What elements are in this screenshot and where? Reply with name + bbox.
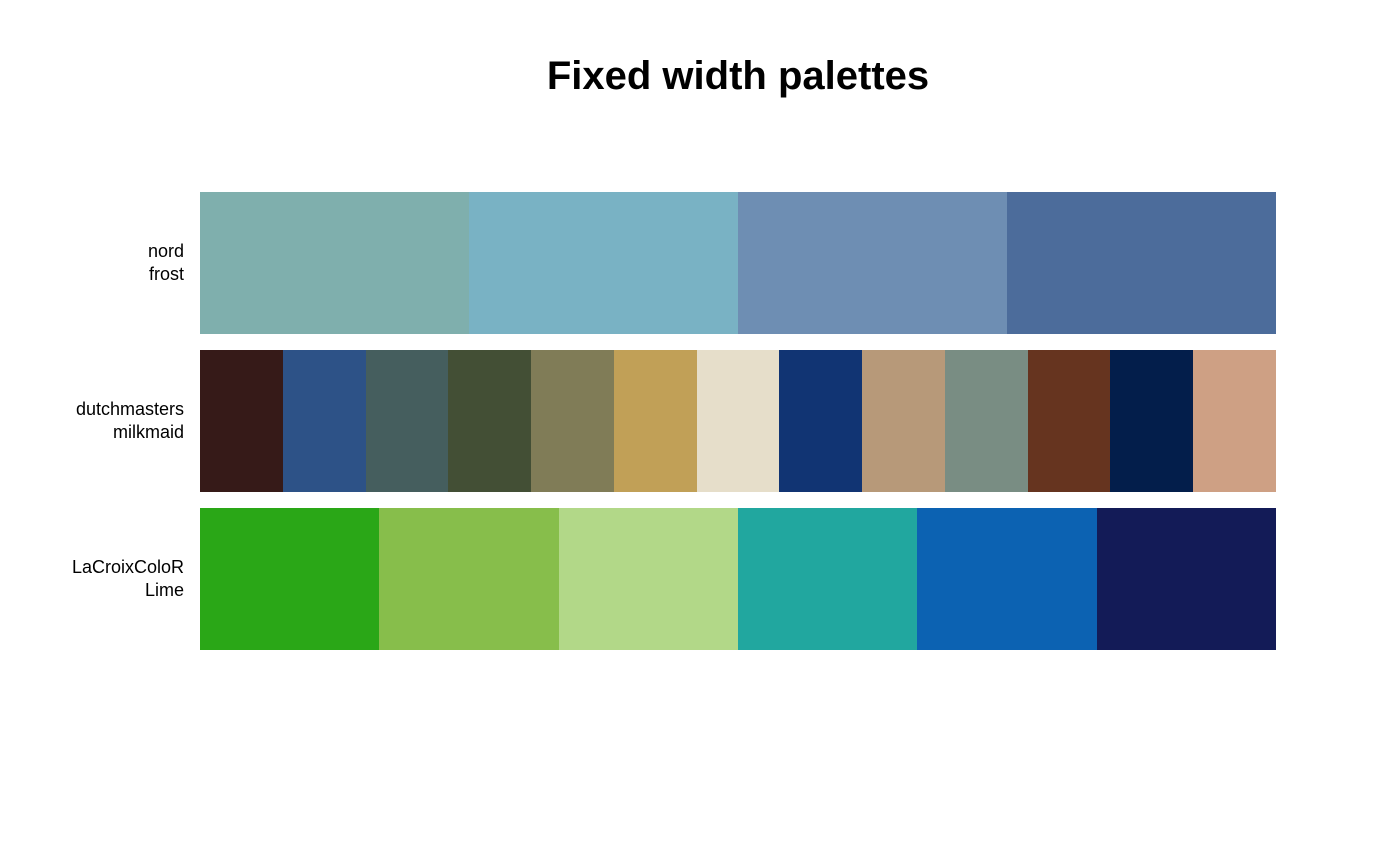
color-swatch (469, 192, 738, 334)
palette-package-label: LaCroixColoR (71, 557, 184, 577)
color-swatch (944, 350, 1028, 492)
color-swatch (200, 192, 469, 334)
palette-package-label: dutchmasters (75, 399, 184, 419)
color-swatch (1110, 350, 1194, 492)
palette-name-label: frost (148, 264, 184, 284)
palette-row (200, 350, 1276, 492)
color-swatch (558, 508, 738, 650)
palette-label: nord frost (0, 240, 184, 286)
color-swatch (613, 350, 697, 492)
color-swatch (917, 508, 1097, 650)
color-swatch (738, 192, 1007, 334)
color-swatch (1096, 508, 1276, 650)
palette-label: LaCroixColoR Lime (0, 556, 184, 602)
palette-label: dutchmasters milkmaid (0, 398, 184, 444)
chart-title: Fixed width palettes (546, 54, 930, 98)
palette-package-label: nord (147, 241, 184, 261)
color-swatch (531, 350, 614, 492)
palette-name-label: milkmaid (112, 422, 184, 442)
color-swatch (737, 508, 918, 650)
color-swatch (282, 350, 366, 492)
color-swatch (862, 350, 945, 492)
color-swatch (365, 350, 449, 492)
color-swatch (1193, 350, 1276, 492)
palette-name-label: Lime (144, 580, 184, 600)
color-swatch (779, 350, 863, 492)
color-swatch (1027, 350, 1111, 492)
palette-row (200, 192, 1276, 334)
color-swatch (379, 508, 559, 650)
palette-row (200, 508, 1276, 650)
color-swatch (696, 350, 780, 492)
color-swatch (448, 350, 532, 492)
color-swatch (200, 350, 283, 492)
color-swatch (1007, 192, 1276, 334)
color-swatch (200, 508, 380, 650)
